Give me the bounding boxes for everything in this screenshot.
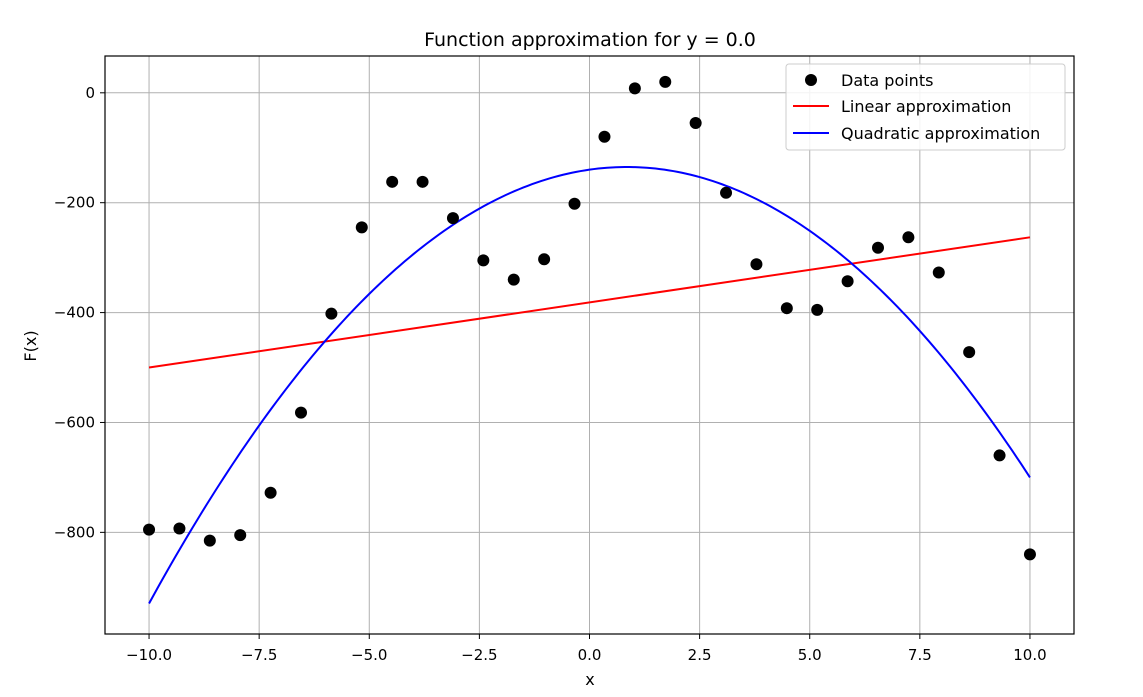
legend-label-data-points: Data points xyxy=(841,71,933,90)
data-point xyxy=(355,221,368,234)
x-axis-label: x xyxy=(585,670,594,689)
data-point xyxy=(203,534,216,547)
linear-approximation-line xyxy=(148,236,1031,369)
data-point xyxy=(841,275,854,288)
data-point xyxy=(568,197,581,210)
x-tick-label: −10.0 xyxy=(126,646,172,664)
data-point xyxy=(720,186,733,199)
y-axis-ticks: 0 −200 −400 −600 −800 xyxy=(54,84,105,541)
x-tick-label: −2.5 xyxy=(461,646,497,664)
x-tick-label: −5.0 xyxy=(351,646,387,664)
data-point xyxy=(780,302,793,315)
data-point xyxy=(538,253,551,266)
x-tick-label: 10.0 xyxy=(1013,646,1046,664)
data-point xyxy=(446,212,459,225)
y-tick-label: −600 xyxy=(54,413,95,431)
x-axis-ticks: −10.0 −7.5 −5.0 −2.5 0.0 2.5 5.0 7.5 10.0 xyxy=(126,634,1047,664)
y-tick-label: 0 xyxy=(85,84,95,102)
data-point xyxy=(325,307,338,320)
data-point xyxy=(295,406,308,419)
data-point xyxy=(386,175,399,188)
data-point xyxy=(963,346,976,359)
data-point xyxy=(1023,548,1036,561)
legend-label-linear: Linear approximation xyxy=(841,97,1011,116)
data-point xyxy=(689,117,702,130)
data-point xyxy=(477,254,490,267)
data-point xyxy=(264,486,277,499)
data-point xyxy=(993,449,1006,462)
x-tick-label: 5.0 xyxy=(798,646,822,664)
quadratic-approximation-curve xyxy=(148,165,1031,604)
x-tick-label: 2.5 xyxy=(688,646,712,664)
legend-label-quadratic: Quadratic approximation xyxy=(841,124,1040,143)
data-point xyxy=(234,529,247,542)
plot-content xyxy=(143,75,1036,604)
y-tick-label: −400 xyxy=(54,304,95,322)
chart-title: Function approximation for y = 0.0 xyxy=(424,29,756,51)
data-point xyxy=(811,303,824,316)
legend-marker-data-points xyxy=(805,74,817,86)
y-axis-label: F(x) xyxy=(21,330,40,361)
data-point xyxy=(143,523,156,536)
x-tick-label: 0.0 xyxy=(578,646,602,664)
data-point xyxy=(659,75,672,88)
x-tick-label: 7.5 xyxy=(908,646,932,664)
data-point xyxy=(628,82,641,95)
data-point xyxy=(416,175,429,188)
legend-box xyxy=(785,63,1066,151)
data-point xyxy=(598,130,611,143)
data-point xyxy=(507,273,520,286)
data-point xyxy=(173,522,186,535)
data-point xyxy=(750,258,763,271)
data-point xyxy=(932,266,945,279)
data-point xyxy=(871,241,884,254)
y-tick-label: −200 xyxy=(54,194,95,212)
y-tick-label: −800 xyxy=(54,523,95,541)
data-point xyxy=(902,231,915,244)
x-tick-label: −7.5 xyxy=(241,646,277,664)
legend: Data points Linear approximation Quadrat… xyxy=(785,63,1066,151)
